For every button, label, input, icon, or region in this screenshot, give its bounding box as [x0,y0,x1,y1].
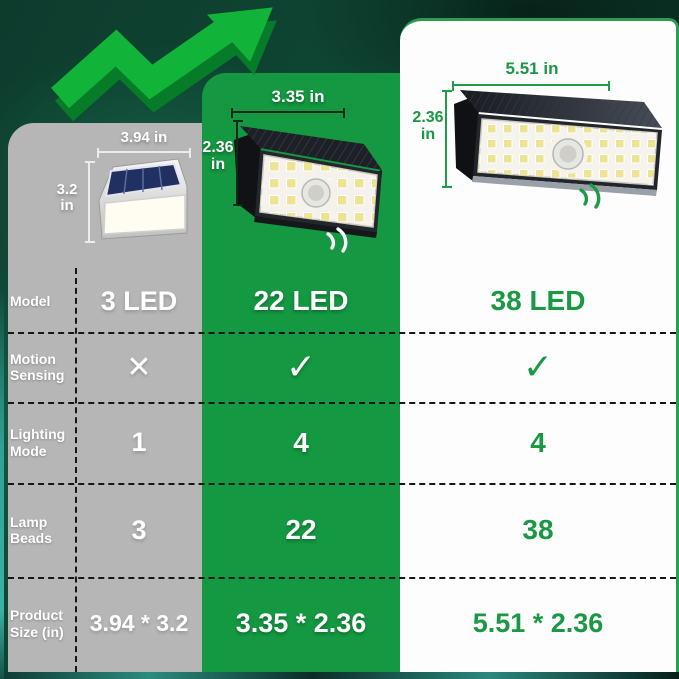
row-label-lamp-beads: Lamp Beads [10,513,53,546]
dimension-height-line-3led [85,161,95,243]
model-name-3led: 3 LED [100,285,178,316]
motion-signal-icon [326,227,348,253]
dimension-height-label-22led: 2.36 in [202,139,234,173]
check-mark-icon: ✓ [522,346,554,387]
dimension-width-line-3led [97,148,191,158]
solar-panel [240,126,382,170]
dimension-height-line-22led [233,120,243,206]
product-size-3led: 3.94 * 3.2 [89,610,189,636]
product-size-22led: 3.35 * 2.36 [235,608,367,638]
model-name-38led: 38 LED [490,285,586,316]
row-label-product-size: Product Size (in) [10,607,64,640]
check-mark-icon: ✓ [285,346,317,387]
dimension-height-line-38led [442,90,452,188]
dimension-height-label-38led: 2.36 in [412,109,444,143]
row-divider [8,402,676,404]
row-divider [8,332,676,334]
product-image-38led [454,90,662,209]
product-image-22led [234,126,382,253]
label-column-divider [75,268,77,672]
lamp-beads-22led: 22 [285,514,317,545]
row-label-model: Model [10,292,51,309]
model-name-22led: 22 LED [253,285,349,316]
row-label-motion-sensing: Motion Sensing [10,350,65,383]
lamp-beads-38led: 38 [522,514,554,545]
growth-arrow-icon [51,7,277,122]
motion-signal-icon [579,183,601,209]
side-panel [234,130,262,218]
lamp-beads-3led: 3 [131,514,147,545]
dimension-height-label-3led: 3.2 in [56,181,78,214]
product-image-3led [98,158,188,240]
background-bottom-strip [0,671,679,679]
lighting-mode-38led: 4 [530,426,546,458]
lighting-mode-22led: 4 [293,426,309,458]
side-panel [454,94,480,182]
dimension-width-label-22led: 3.35 in [271,87,325,106]
dimension-width-label-38led: 5.51 in [505,59,559,78]
dimension-width-label-3led: 3.94 in [120,129,168,146]
product-size-38led: 5.51 * 2.36 [472,608,604,638]
row-label-lighting-mode: Lighting Mode [10,426,66,459]
background-left-strip [0,290,4,679]
dimension-width-line-38led [452,81,610,91]
dimension-width-line-22led [231,108,345,118]
row-divider [8,483,676,485]
lighting-mode-3led: 1 [131,427,147,457]
diffuser-panel [103,194,186,235]
cross-mark-icon: ✕ [126,350,152,384]
row-divider [8,577,676,579]
